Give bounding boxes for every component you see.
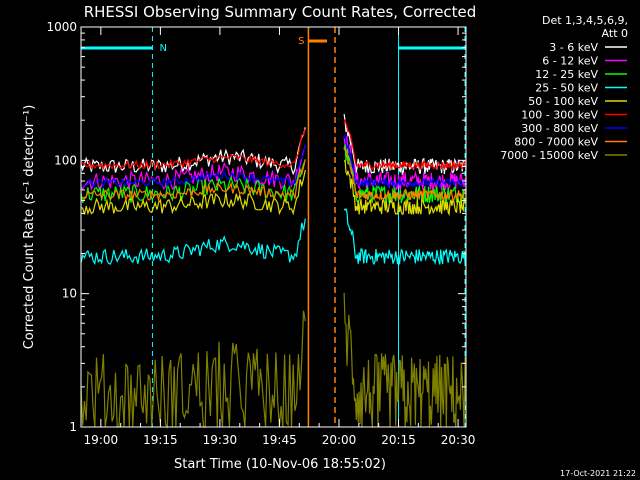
axes: 19:00 19:15 19:30 19:45 20:00 20:15 20:30 1 10 10… (46, 20, 475, 447)
plot-frame (80, 26, 467, 428)
legend-label: 50 - 100 keV (528, 95, 598, 108)
x-tick-label: 19:45 (262, 433, 297, 447)
legend-label: 7000 - 15000 keV (500, 149, 598, 162)
x-tick-label: 20:15 (381, 433, 416, 447)
y-tick-label: 10 (62, 287, 77, 301)
y-axis-title-group: Corrected Count Rate (s⁻¹ detector⁻¹) (22, 105, 37, 350)
night-marker-label: N (159, 43, 166, 54)
legend-label: 12 - 25 keV (535, 68, 598, 81)
series-line-4-0 (80, 169, 306, 216)
chart-title: RHESSI Observing Summary Count Rates, Co… (84, 3, 477, 21)
series-line-6-1 (343, 133, 467, 189)
x-axis-title: Start Time (10-Nov-06 18:55:02) (174, 457, 386, 472)
plot-area: NS (80, 27, 467, 429)
series-line-7-1 (343, 146, 467, 202)
x-tick-label: 19:15 (143, 433, 178, 447)
legend-label: 6 - 12 keV (542, 55, 598, 68)
y-tick-label: 1000 (46, 20, 77, 34)
series-line-4-1 (343, 159, 467, 217)
series-line-6-0 (80, 143, 306, 189)
x-tick-label: 19:00 (84, 433, 119, 447)
series-line-5-0 (80, 128, 306, 171)
legend-header-attenuator: Att 0 (602, 27, 628, 40)
series-line-5-1 (343, 118, 467, 172)
saa-marker-label: S (298, 36, 304, 47)
x-tick-label: 19:30 (203, 433, 238, 447)
series-line-8-0 (80, 310, 306, 429)
legend-label: 25 - 50 keV (535, 82, 598, 95)
y-tick-label: 1 (69, 420, 77, 434)
series-line-7-0 (80, 159, 306, 203)
x-tick-label: 20:00 (322, 433, 357, 447)
series-line-1-0 (80, 145, 306, 192)
series-line-1-1 (343, 135, 467, 191)
legend-label: 3 - 6 keV (549, 41, 598, 54)
series-line-3-0 (80, 218, 306, 266)
series-line-0-0 (80, 127, 306, 176)
generated-timestamp: 17-Oct-2021 21:22 (560, 469, 636, 478)
legend-label: 100 - 300 keV (521, 109, 598, 122)
legend-label: 300 - 800 keV (521, 122, 598, 135)
series-line-3-1 (343, 207, 467, 266)
legend-label: 800 - 7000 keV (514, 136, 598, 149)
series-line-8-1 (343, 292, 467, 428)
y-axis-title: Corrected Count Rate (s⁻¹ detector⁻¹) (22, 105, 37, 350)
x-tick-label: 20:30 (441, 433, 476, 447)
legend-header-detectors: Det 1,3,4,5,6,9, (542, 14, 628, 27)
y-tick-label: 100 (54, 153, 77, 167)
